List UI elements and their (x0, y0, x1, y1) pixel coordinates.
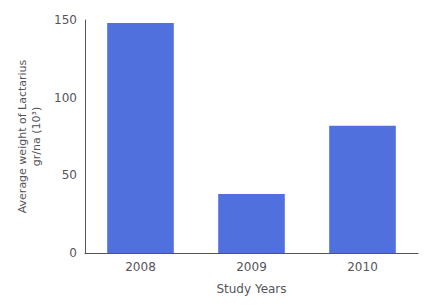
svg-text:Study Years: Study Years (216, 282, 286, 296)
svg-text:2009: 2009 (236, 260, 267, 274)
svg-text:150: 150 (54, 13, 77, 27)
svg-text:100: 100 (54, 91, 77, 105)
svg-text:50: 50 (62, 168, 77, 182)
svg-text:gr/na (10³): gr/na (10³) (30, 107, 43, 166)
svg-text:2010: 2010 (347, 260, 378, 274)
svg-text:2008: 2008 (125, 260, 156, 274)
svg-text:0: 0 (69, 246, 77, 260)
svg-text:Average weight of Lactarius: Average weight of Lactarius (16, 59, 29, 213)
